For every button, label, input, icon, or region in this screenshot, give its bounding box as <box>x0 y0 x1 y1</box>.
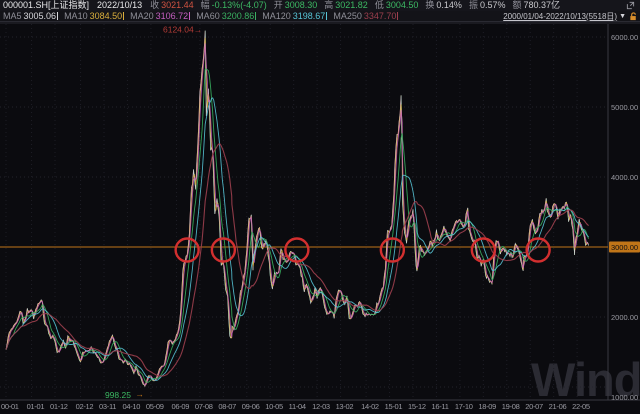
highlight-circle <box>174 237 200 263</box>
x-axis-label: 06-09 <box>171 402 190 411</box>
quote-fields: 收 3021.44 幅 -0.13%(-4.07) 开 3008.30 高 3021.82 低 3… <box>150 0 567 11</box>
ma-line <box>5 97 589 381</box>
date-range-label[interactable]: 2000/01/04-2022/10/13(5518日) <box>503 12 618 21</box>
ma-legend-item: MA10 3084.50 <box>64 10 125 21</box>
quote-field: 换 0.14% <box>425 0 462 10</box>
ma-color-tick <box>255 12 257 20</box>
ma-legend-item: MA60 3200.86 <box>196 10 257 21</box>
x-axis-label: 03-11 <box>99 402 117 411</box>
ma-legend-bar: MA5 3005.06 MA10 3084.50 MA20 3106.72 MA60 3200… <box>0 11 640 22</box>
x-axis-label: 07-08 <box>194 402 213 411</box>
quote-header: 000001.SH[上证指数] 2022/10/13 收 3021.44 幅 -0.1… <box>0 0 640 11</box>
x-axis-label: 21-06 <box>548 402 567 411</box>
ma-line <box>5 30 589 388</box>
ma-line <box>5 37 589 386</box>
quote-date: 2022/10/13 <box>97 0 143 10</box>
ma-line <box>5 68 590 383</box>
x-axis-label: 16-11 <box>431 402 449 411</box>
x-axis-label: 01-01 <box>26 402 45 411</box>
ma-legend-item: MA120 3198.67 <box>262 10 328 21</box>
x-axis-label: 02-12 <box>75 402 94 411</box>
x-axis-label: 09-06 <box>241 402 260 411</box>
x-axis-label: 20-07 <box>525 402 543 411</box>
x-axis-label: 15-12 <box>408 402 426 411</box>
ma-legend-item: MA20 3106.72 <box>130 10 191 21</box>
x-axis-label: 13-02 <box>335 402 354 411</box>
ma-line <box>5 143 589 377</box>
y-axis-label: 6000.00 <box>611 33 638 42</box>
ma-legend-item: MA250 3347.70 <box>333 10 399 21</box>
date-range-control[interactable]: 2000/01/04-2022/10/13(5518日) ▼ <box>503 11 626 22</box>
quote-field: 低 3004.50 <box>374 0 419 10</box>
ma-color-tick <box>57 12 59 20</box>
ma-color-tick <box>326 12 328 20</box>
wind-watermark: Wind <box>531 353 640 406</box>
last-price-badge-label: 3000.00 <box>611 243 638 252</box>
quote-field: 开 3008.30 <box>273 0 318 10</box>
min-price-annotation: 998.25 <box>105 390 131 400</box>
last-price-badge <box>609 241 640 253</box>
ma-items: MA5 3005.06 MA10 3084.50 MA20 3106.72 MA60 3200… <box>3 11 404 22</box>
price-up-strokes <box>5 30 588 387</box>
ma-color-tick <box>397 12 399 20</box>
x-axis-label: 11-04 <box>288 402 306 411</box>
price-down-strokes <box>19 30 589 387</box>
highlight-circle <box>210 237 237 263</box>
y-axis-label: 2000.00 <box>611 313 638 322</box>
y-axis-label: 4000.00 <box>611 173 638 182</box>
highlight-circle <box>470 237 497 263</box>
x-axis-label: 14-02 <box>361 402 379 411</box>
symbol-label: 000001.SH[上证指数] <box>3 0 90 10</box>
x-axis-label: 17-10 <box>454 402 473 411</box>
quote-field: 额 780.37亿 <box>512 0 561 10</box>
x-axis-label: 01-12 <box>50 402 68 411</box>
ma-color-tick <box>123 12 125 20</box>
x-axis-label: 08-07 <box>218 402 237 411</box>
min-price-arrow: → <box>135 389 144 399</box>
x-axis-label: 10-05 <box>265 402 283 411</box>
lock-icon[interactable] <box>629 12 638 21</box>
highlight-circle <box>284 237 310 263</box>
ma-legend-item: MA5 3005.06 <box>3 10 59 21</box>
ma-line <box>5 43 589 386</box>
x-axis-label: 18-09 <box>478 402 497 411</box>
popout-icon[interactable] <box>626 1 635 10</box>
x-axis-label: 15-01 <box>384 402 403 411</box>
ma-color-tick <box>189 12 191 20</box>
quote-field: 收 3021.44 <box>150 0 194 10</box>
x-axis-label: 00-01 <box>1 402 19 411</box>
x-axis-label: 19-08 <box>501 402 520 411</box>
x-axis-label: 05-09 <box>145 402 164 411</box>
y-axis-label: 1000.00 <box>611 393 638 402</box>
x-axis-label: 22-05 <box>572 402 590 411</box>
highlight-circle <box>525 237 551 263</box>
x-axis-label: 12-03 <box>312 402 330 411</box>
max-price-annotation: 6124.04→ <box>163 24 202 34</box>
quote-field: 振 0.57% <box>468 0 506 10</box>
chevron-down-icon[interactable]: ▼ <box>619 13 626 20</box>
quote-field: 幅 -0.13%(-4.07) <box>200 0 267 10</box>
highlight-circle <box>379 237 406 263</box>
y-axis-label: 5000.00 <box>611 103 638 112</box>
x-axis-labels: 00-01 01-01 01-12 02-12 03-11 04-10 05-09 06-09… <box>0 402 640 414</box>
quote-field: 高 3021.82 <box>324 0 368 10</box>
x-axis-label: 04-10 <box>122 402 141 411</box>
